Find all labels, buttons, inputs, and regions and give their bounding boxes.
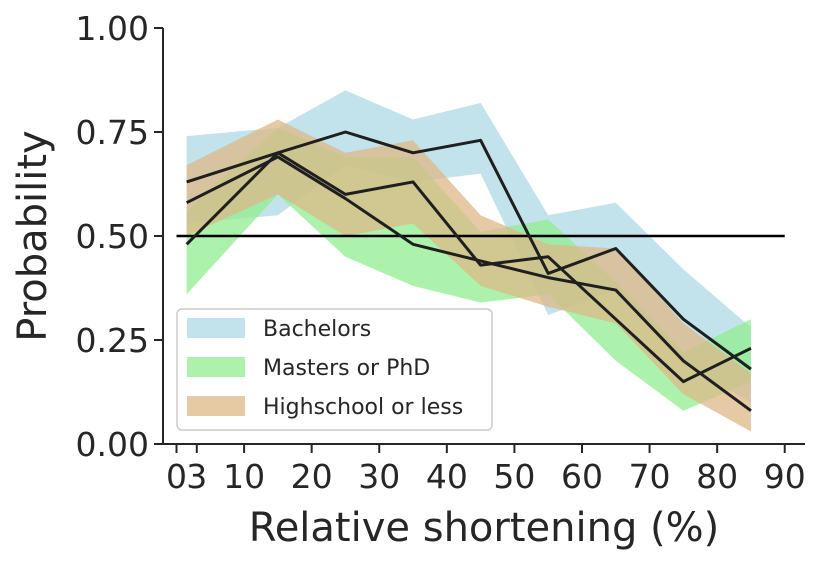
legend-label-masters-or-phd: Masters or PhD <box>263 356 430 381</box>
y-axis-ticks: 0.00 0.25 0.50 0.75 1.00 <box>76 9 163 464</box>
series-lines <box>185 130 752 412</box>
confidence-bands <box>186 90 751 432</box>
x-axis-ticks: 0 3 10 20 30 40 50 60 70 80 90 <box>166 444 806 496</box>
x-tick-label: 20 <box>291 457 333 496</box>
x-tick-label: 3 <box>186 457 207 496</box>
legend-swatch-highschool-or-less <box>187 396 245 416</box>
y-tick-label: 1.00 <box>76 9 149 48</box>
x-tick-label: 80 <box>696 457 738 496</box>
line-highschool-or-less <box>185 155 752 412</box>
legend-label-highschool-or-less: Highschool or less <box>263 395 463 420</box>
y-axis-title: Probability <box>10 130 56 341</box>
legend-swatch-bachelors <box>187 318 245 338</box>
legend-label-bachelors: Bachelors <box>263 317 371 342</box>
legend: Bachelors Masters or PhD Highschool or les… <box>176 308 493 431</box>
x-tick-label: 60 <box>561 457 603 496</box>
band-highschool-or-less <box>186 119 751 432</box>
x-tick-label: 70 <box>629 457 671 496</box>
y-tick-label: 0.00 <box>76 425 149 464</box>
x-tick-label: 30 <box>358 457 400 496</box>
x-tick-label: 40 <box>426 457 468 496</box>
y-tick-label: 0.75 <box>76 113 149 152</box>
line-bachelors <box>186 130 752 371</box>
x-tick-label: 50 <box>493 457 535 496</box>
line-masters-or-phd <box>185 151 752 384</box>
x-tick-label: 0 <box>166 457 187 496</box>
legend-swatch-masters-or-phd <box>187 357 245 377</box>
legend-frame <box>176 308 493 431</box>
x-tick-label: 10 <box>223 457 265 496</box>
y-tick-label: 0.25 <box>76 321 149 360</box>
x-tick-label: 90 <box>764 457 806 496</box>
y-tick-label: 0.50 <box>76 217 149 256</box>
x-axis-title: Relative shortening (%) <box>249 505 720 551</box>
